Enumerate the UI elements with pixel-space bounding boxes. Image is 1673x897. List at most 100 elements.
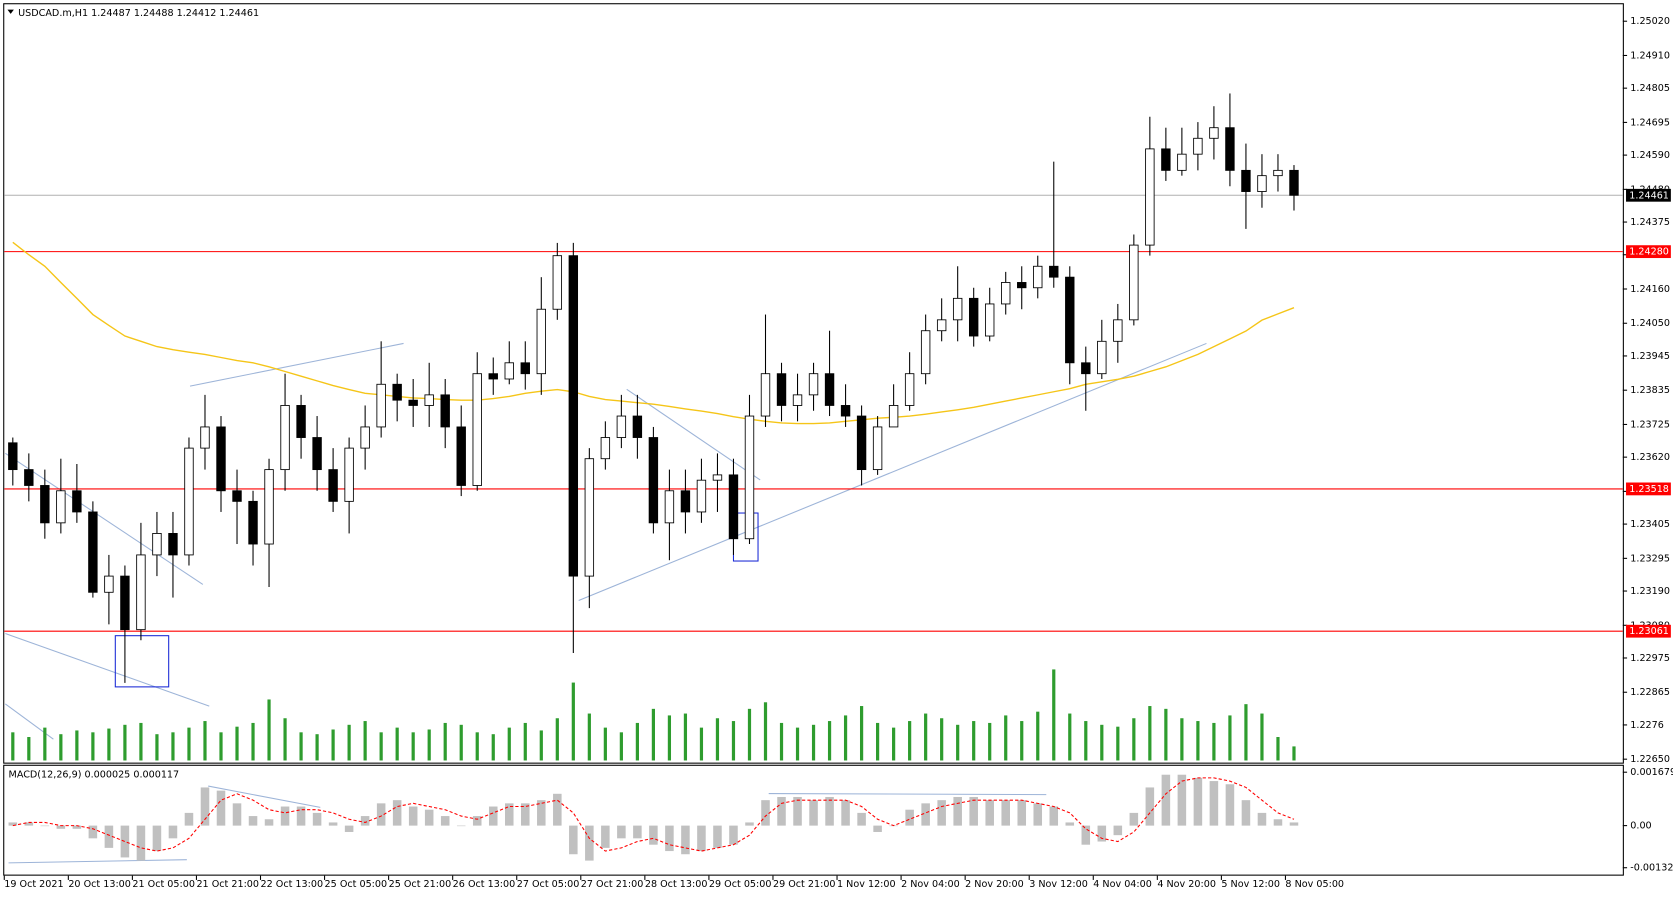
x-tick-label: 4 Nov 20:00 <box>1157 879 1216 890</box>
macd-bar <box>424 809 434 826</box>
volume-bar <box>59 734 63 761</box>
candle-body <box>216 426 226 492</box>
candle-body <box>120 575 130 631</box>
y-tick-label: 1.25020 <box>1630 16 1670 27</box>
labels-layer: USDCAD.m,H1 1.24487 1.24488 1.24412 1.24… <box>3 8 1673 890</box>
volume-bar <box>763 702 768 761</box>
candle-body <box>136 554 146 631</box>
macd-bar <box>1081 825 1091 845</box>
macd-bar <box>136 825 146 861</box>
x-tick-label: 25 Oct 05:00 <box>325 879 388 890</box>
macd-bar <box>88 825 98 839</box>
volume-bar <box>539 730 543 761</box>
y-tick-label: 1.23725 <box>1630 419 1670 430</box>
macd-bar <box>1177 774 1187 826</box>
volume-bar <box>827 721 832 761</box>
volume-bar <box>171 732 175 761</box>
x-tick-label: 29 Oct 21:00 <box>773 879 836 890</box>
candle-body <box>600 437 611 460</box>
candle-body <box>152 533 162 556</box>
volume-bar <box>1260 713 1264 761</box>
volume-bar <box>1020 721 1024 761</box>
volume-bar <box>1196 721 1200 761</box>
candle-body <box>328 469 338 502</box>
macd-bar <box>56 825 66 829</box>
menu-arrow <box>7 9 14 14</box>
candle-body <box>568 255 579 577</box>
y-tick-label: 1.23405 <box>1630 519 1670 530</box>
candle-body <box>1193 137 1203 155</box>
candle-body <box>840 405 851 417</box>
volume-bar <box>1228 715 1232 761</box>
macd-bar <box>1193 777 1203 826</box>
volume-bar <box>908 721 912 761</box>
candle-body <box>744 415 755 540</box>
volume-bar <box>251 722 255 761</box>
candle-body <box>200 426 210 449</box>
trend-line <box>208 785 321 808</box>
highlight-box <box>114 635 170 688</box>
candle-body <box>904 373 915 406</box>
candle-body <box>1129 244 1139 321</box>
volume-bar <box>1180 718 1184 761</box>
candle-body <box>920 330 931 375</box>
chart-title: USDCAD.m,H1 1.24487 1.24488 1.24412 1.24… <box>18 8 259 19</box>
candle-body <box>1145 148 1155 246</box>
macd-tick-label: 0.001679 <box>1630 767 1673 778</box>
candle-body <box>1289 169 1299 196</box>
candle-body <box>728 474 739 540</box>
volume-bar <box>1116 726 1120 761</box>
volume-bar <box>203 721 207 761</box>
volume-bar <box>1276 737 1280 761</box>
candle-body <box>1049 265 1059 278</box>
volume-bar <box>123 724 127 761</box>
macd-bar <box>665 825 674 852</box>
macd-bar <box>456 825 466 827</box>
volume-bar <box>27 737 31 761</box>
x-tick-label: 5 Nov 12:00 <box>1221 879 1280 890</box>
volume-bar <box>1244 704 1248 761</box>
candle-body <box>952 297 963 321</box>
macd-bar <box>1129 812 1139 826</box>
macd-bar <box>232 803 242 826</box>
candle-body <box>696 479 707 513</box>
candle-body <box>584 458 595 577</box>
y-tick-label: 1.24050 <box>1630 318 1670 329</box>
volume-bar <box>747 708 752 761</box>
macd-bar <box>1113 825 1123 836</box>
macd-bar <box>1049 806 1059 826</box>
y-tick-label: 1.23835 <box>1630 385 1670 396</box>
volume-bar <box>587 713 591 761</box>
volume-bar <box>395 727 399 761</box>
volume-bar <box>363 721 367 761</box>
macd-bar <box>809 800 818 826</box>
macd-bar <box>280 806 290 826</box>
main-panel <box>3 3 1624 764</box>
volume-bar <box>155 734 159 761</box>
candle-body <box>1273 169 1283 177</box>
candle-body <box>168 533 178 556</box>
macd-bar <box>969 796 978 826</box>
y-tick-label: 1.23620 <box>1630 452 1670 463</box>
macd-bar <box>905 809 914 826</box>
level-label-box <box>1626 482 1671 496</box>
volume-bar <box>507 727 511 761</box>
macd-bar <box>1033 803 1043 826</box>
candle-body <box>1113 319 1123 342</box>
macd-bar <box>761 800 770 826</box>
candle-body <box>872 426 883 471</box>
candle-body <box>1017 282 1027 289</box>
macd-bar <box>472 816 482 826</box>
moving-average <box>12 241 1295 425</box>
macd-bar <box>1289 822 1299 826</box>
candle-body <box>24 469 34 486</box>
candle-body <box>520 362 530 375</box>
volume-bar <box>1052 669 1056 761</box>
x-tick-label: 28 Oct 13:00 <box>645 879 708 890</box>
volume-bar <box>1212 722 1216 761</box>
candle-body <box>552 255 563 310</box>
volume-bar <box>988 722 992 761</box>
current-price-box <box>1626 188 1671 202</box>
